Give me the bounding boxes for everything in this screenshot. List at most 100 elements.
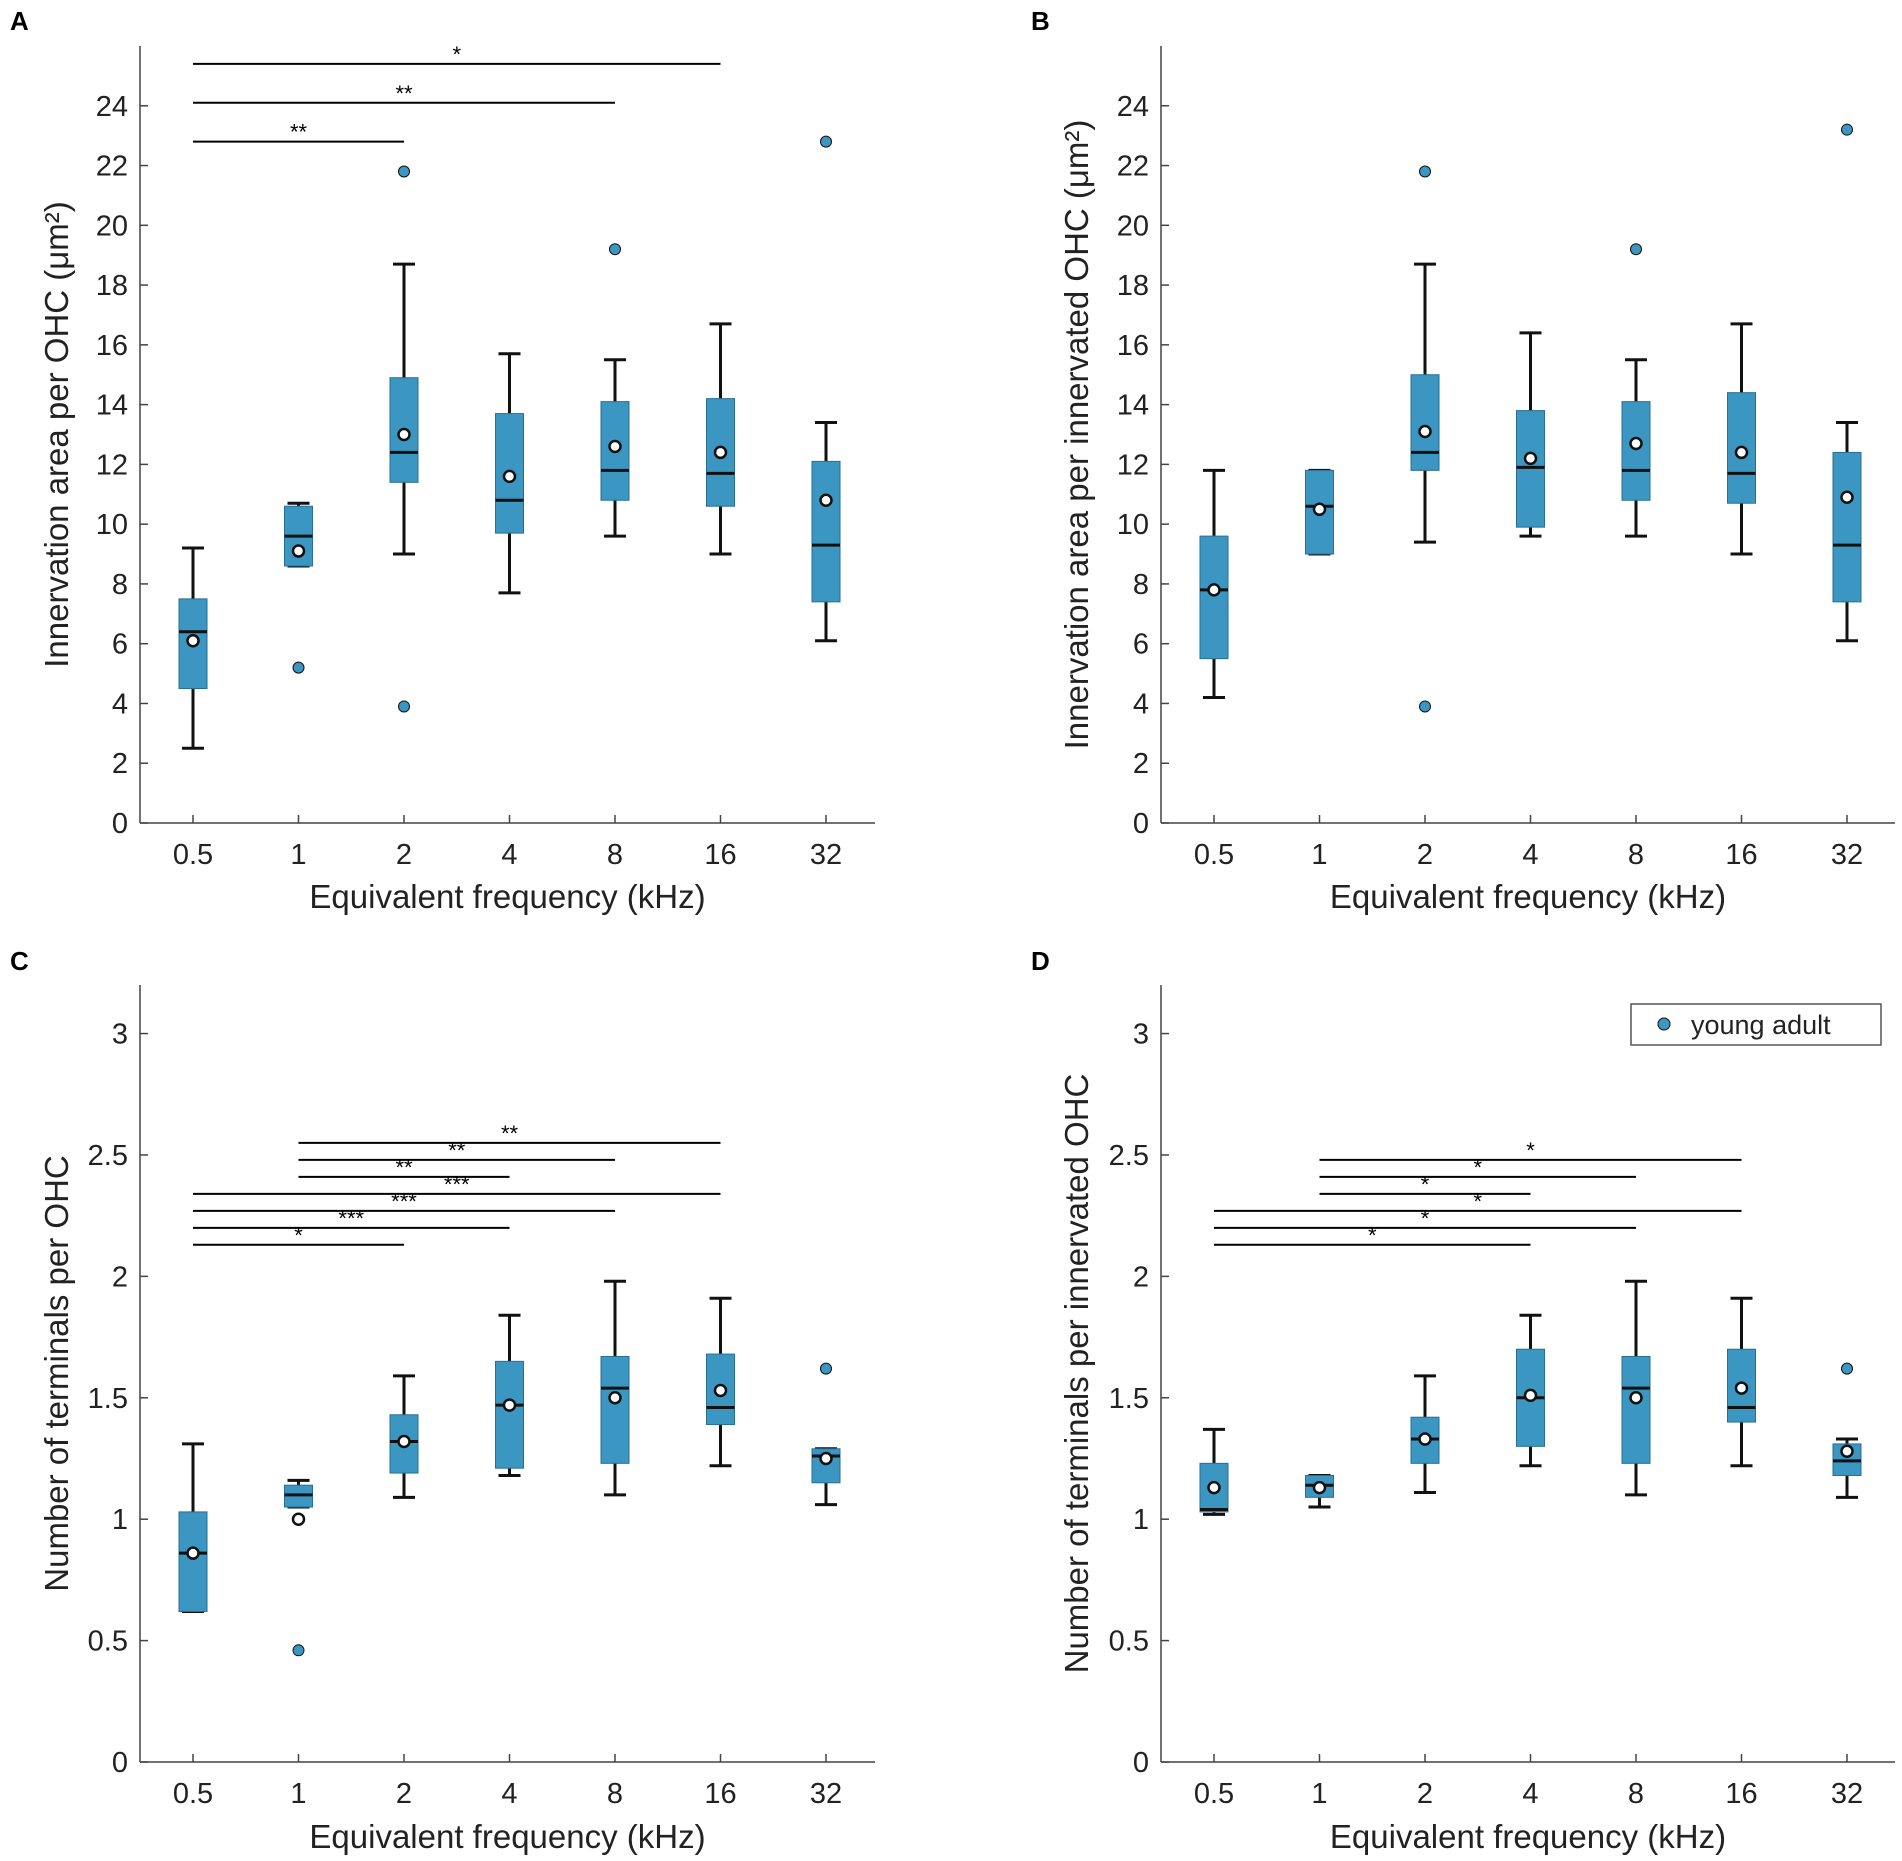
x-tick-label: 4 [1522,1778,1538,1810]
y-tick-label: 0.5 [88,1626,128,1658]
x-tick-label: 2 [1417,839,1433,871]
panel-c: C 0 0.5 1 1.5 2 2.5 3 0.5 1 2 4 8 16 32 Equivalent freq… [10,946,875,1855]
box-group [1832,123,1862,643]
significance-bracket: ** [193,120,404,145]
x-tick-label: 16 [1725,1778,1757,1810]
mean-marker [819,493,833,507]
x-tick-label: 32 [810,839,842,871]
box-group [600,243,630,538]
box-iqr [1832,451,1862,603]
box-group [1410,165,1440,713]
significance-label: * [452,42,461,67]
mean-marker [1734,1381,1749,1395]
box-group [1621,243,1651,538]
x-axis-label: Equivalent frequency (kHz) [309,1818,705,1855]
panel-d: D 0 0.5 1 1.5 2 2.5 3 0.5 1 2 4 8 16 32 Equivalent freq… [1031,946,1895,1855]
x-tick-label: 16 [704,1778,736,1810]
box-iqr [1621,1356,1651,1464]
box-group [706,1296,735,1468]
y-tick-label: 14 [1117,390,1149,422]
outlier-point [609,243,621,256]
panel-label: A [10,6,29,36]
significance-bracket: * [1214,1206,1636,1231]
y-tick-label: 14 [96,390,128,422]
x-tick-label: 2 [1417,1778,1433,1810]
panel-label: C [10,946,29,976]
box-iqr [178,1511,208,1612]
mean-marker [291,1512,306,1526]
significance-label: *** [444,1172,470,1197]
box-iqr [1199,1462,1229,1513]
mean-marker [1629,436,1643,451]
mean-marker [819,1451,833,1466]
y-tick-label: 12 [96,449,128,481]
y-tick-label: 6 [112,629,128,661]
box-group [1621,1279,1651,1497]
y-tick-label: 0 [112,808,128,840]
outlier-point [292,661,305,674]
x-tick-label: 1 [290,1778,306,1810]
mean-marker [1523,1388,1538,1403]
y-axis-label: Number of terminals per OHC [38,1155,75,1591]
mean-marker [1734,445,1749,460]
significance-label: * [1526,1138,1535,1163]
x-tick-label: 8 [607,1778,623,1810]
mean-marker [502,469,517,484]
legend-marker [1657,1017,1671,1031]
significance-label: ** [501,1121,519,1146]
significance-bracket: ** [298,1155,510,1180]
mean-marker [186,1546,200,1560]
mean-marker [713,1383,728,1398]
significance-label: ** [395,1155,413,1180]
box-group [389,165,419,713]
x-tick-label: 4 [501,839,517,871]
significance-label: ** [290,120,308,145]
box-group [706,322,735,556]
box-group [178,546,208,750]
outlier-point [1841,123,1853,136]
y-tick-label: 22 [96,151,128,183]
box-iqr [811,460,841,603]
y-tick-label: 18 [96,270,128,302]
y-axis-label: Innervation area per innervated OHC (μm²… [1058,120,1095,750]
significance-label: ** [448,1138,466,1163]
significance-bracket: * [1214,1223,1531,1248]
mean-marker [1629,1391,1643,1405]
box-group [495,352,524,595]
mean-marker [397,427,411,442]
mean-marker [1312,1480,1327,1495]
mean-marker [1207,583,1221,597]
box-group [389,1374,419,1499]
x-tick-label: 0.5 [1194,1778,1234,1810]
y-tick-label: 8 [112,569,128,601]
box-group [178,1442,208,1613]
x-tick-label: 4 [1522,839,1538,871]
y-tick-label: 1 [1133,1504,1149,1536]
y-tick-label: 20 [96,210,128,242]
x-tick-label: 32 [1831,1778,1863,1810]
significance-bracket: ** [193,81,615,106]
mean-marker [397,1434,411,1449]
x-tick-label: 2 [396,1778,412,1810]
y-tick-label: 24 [96,91,128,123]
y-tick-label: 0 [112,1747,128,1779]
mean-marker [608,1391,622,1405]
mean-marker [713,445,728,460]
y-tick-label: 4 [1133,688,1149,720]
x-tick-label: 32 [810,1778,842,1810]
y-tick-label: 0 [1133,1747,1149,1779]
box-group [1832,1362,1862,1499]
significance-bracket: * [1319,1155,1636,1180]
outlier-point [292,1644,305,1657]
x-tick-label: 8 [607,839,623,871]
y-axis-label: Innervation area per OHC (μm²) [38,201,75,668]
box-iqr [1410,374,1440,471]
significance-label: ** [395,81,413,106]
significance-bracket: *** [193,1189,615,1214]
mean-marker [608,439,622,454]
y-tick-label: 1 [112,1504,128,1536]
y-tick-label: 2 [112,748,128,780]
significance-label: * [1473,1155,1482,1180]
